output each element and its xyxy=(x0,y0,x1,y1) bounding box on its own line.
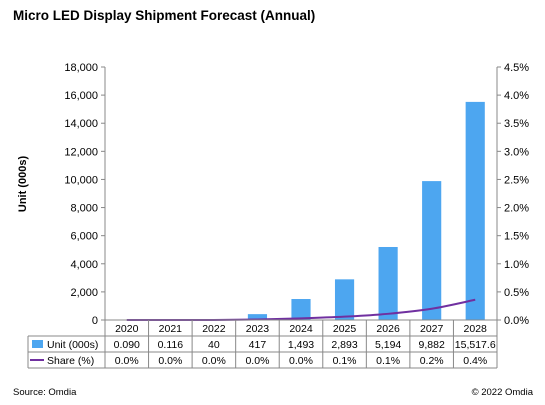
y-tick-label: 12,000 xyxy=(64,146,98,158)
share-value-2025: 0.1% xyxy=(333,355,357,367)
table-year-2023: 2023 xyxy=(246,323,270,335)
unit-value-2024: 1,493 xyxy=(288,339,314,351)
share-value-2028: 0.4% xyxy=(463,355,487,367)
unit-value-2025: 2,893 xyxy=(331,339,357,351)
bar-2024 xyxy=(291,299,311,320)
table-year-2028: 2028 xyxy=(464,323,488,335)
unit-value-2021: 0.116 xyxy=(158,339,184,351)
y-tick-label: 10,000 xyxy=(64,174,98,186)
share-value-2026: 0.1% xyxy=(376,355,400,367)
y2-tick-label: 4.0% xyxy=(504,90,529,102)
y2-tick-label: 2.0% xyxy=(504,203,529,215)
unit-value-2022: 40 xyxy=(208,339,220,351)
unit-value-2026: 5,194 xyxy=(375,339,401,351)
y-tick-label: 14,000 xyxy=(64,118,98,130)
chart-title: Micro LED Display Shipment Forecast (Ann… xyxy=(13,8,316,23)
bar-2026 xyxy=(378,246,398,320)
y-tick-label: 2,000 xyxy=(70,287,98,299)
y2-tick-label: 0.0% xyxy=(504,315,529,327)
bar-2023 xyxy=(247,314,268,320)
table-year-2027: 2027 xyxy=(420,323,444,335)
y2-tick-label: 4.5% xyxy=(504,62,529,74)
copyright-note: © 2022 Omdia xyxy=(471,387,533,398)
table-year-2025: 2025 xyxy=(333,323,357,335)
y2-tick-label: 1.0% xyxy=(504,259,529,271)
y-tick-label: 8,000 xyxy=(70,203,98,215)
y-tick-label: 4,000 xyxy=(70,259,98,271)
y2-tick-label: 1.5% xyxy=(504,231,529,243)
y2-tick-label: 3.0% xyxy=(504,146,529,158)
bar-2027 xyxy=(422,181,442,320)
source-note: Source: Omdia xyxy=(13,387,77,398)
y-tick-label: 16,000 xyxy=(64,90,98,102)
table-year-2020: 2020 xyxy=(115,323,139,335)
share-value-2022: 0.0% xyxy=(202,355,226,367)
share-value-2021: 0.0% xyxy=(158,355,182,367)
legend-swatch-units xyxy=(32,340,43,348)
y-tick-label: 6,000 xyxy=(70,231,98,243)
legend-label-share: Share (%) xyxy=(47,355,94,367)
table-year-2021: 2021 xyxy=(159,323,183,335)
table-year-2026: 2026 xyxy=(376,323,400,335)
table-year-2022: 2022 xyxy=(202,323,226,335)
unit-value-2027: 9,882 xyxy=(419,339,445,351)
y-tick-label: 18,000 xyxy=(64,62,98,74)
table-year-2024: 2024 xyxy=(289,323,313,335)
share-value-2023: 0.0% xyxy=(245,355,269,367)
legend-label-units: Unit (000s) xyxy=(47,339,98,351)
bar-2028 xyxy=(465,101,485,320)
share-value-2020: 0.0% xyxy=(115,355,139,367)
y-tick-label: 0 xyxy=(92,315,98,327)
unit-value-2028: 15,517.6 xyxy=(455,339,496,351)
share-value-2024: 0.0% xyxy=(289,355,313,367)
unit-value-2020: 0.090 xyxy=(114,339,140,351)
y2-tick-label: 2.5% xyxy=(504,174,529,186)
unit-value-2023: 417 xyxy=(249,339,267,351)
y2-tick-label: 3.5% xyxy=(504,118,529,130)
share-value-2027: 0.2% xyxy=(420,355,444,367)
y2-tick-label: 0.5% xyxy=(504,287,529,299)
bar-2025 xyxy=(334,279,355,320)
